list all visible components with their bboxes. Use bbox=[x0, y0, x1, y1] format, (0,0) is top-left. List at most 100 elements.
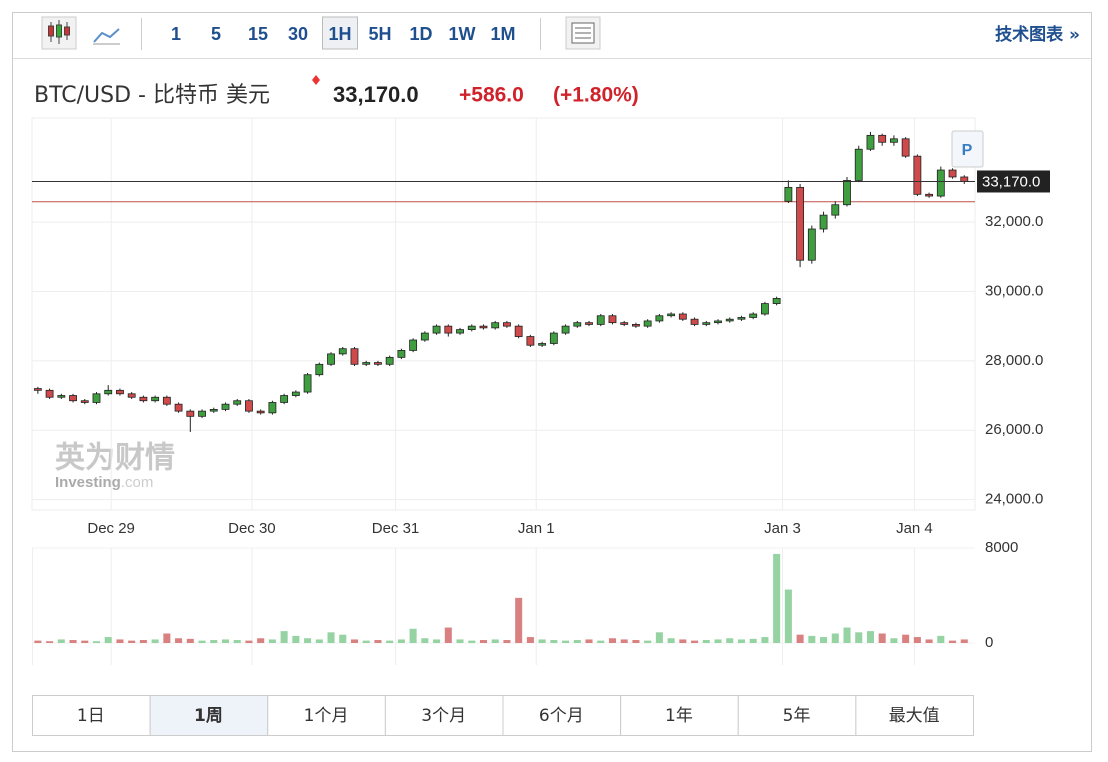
volume-bar bbox=[491, 639, 499, 643]
candle-body bbox=[315, 363, 324, 376]
candle-body bbox=[397, 350, 406, 358]
interval-button[interactable]: 1H bbox=[328, 24, 351, 44]
interval-button[interactable]: 5 bbox=[211, 24, 221, 44]
candle-body bbox=[33, 388, 42, 391]
volume-bar bbox=[210, 640, 218, 643]
candle-body bbox=[233, 400, 242, 405]
interval-button[interactable]: 30 bbox=[288, 24, 308, 44]
candle-body bbox=[819, 214, 828, 230]
range-tab-label[interactable]: 5年 bbox=[783, 706, 811, 726]
candle-body bbox=[585, 322, 593, 325]
candle-body bbox=[620, 322, 629, 325]
line-icon[interactable] bbox=[93, 28, 120, 45]
candle-body bbox=[725, 318, 734, 322]
volume-bar bbox=[350, 639, 359, 643]
candle-body bbox=[549, 332, 558, 344]
pin-label[interactable]: P bbox=[962, 142, 973, 159]
interval-button[interactable]: 5H bbox=[368, 24, 391, 44]
volume-bar bbox=[292, 635, 300, 643]
range-tab[interactable] bbox=[855, 695, 974, 736]
volume-bar bbox=[620, 639, 628, 643]
range-tab[interactable] bbox=[267, 695, 386, 736]
candle-body bbox=[245, 400, 253, 412]
range-tab-label[interactable]: 1周 bbox=[194, 706, 223, 726]
last-price-label: 33,170.0 bbox=[982, 173, 1040, 190]
candle-body bbox=[831, 204, 840, 216]
volume-bar bbox=[538, 639, 546, 643]
range-tab-label[interactable]: 1个月 bbox=[304, 706, 349, 726]
range-tab-label[interactable]: 1日 bbox=[77, 706, 105, 726]
range-tab-label[interactable]: 6个月 bbox=[539, 706, 584, 726]
candle-body bbox=[843, 180, 851, 206]
range-tab-label[interactable]: 最大值 bbox=[889, 706, 940, 726]
volume-bar bbox=[374, 640, 382, 643]
candle-icon[interactable] bbox=[41, 16, 77, 50]
symbol: BTC/USD - 比特币 美元 bbox=[34, 83, 270, 108]
volume-bar bbox=[304, 638, 312, 643]
interval-button[interactable]: 15 bbox=[248, 24, 268, 44]
range-tab[interactable] bbox=[32, 695, 151, 736]
candle-body bbox=[491, 322, 500, 329]
candle-body bbox=[608, 315, 617, 324]
watermark-site: Investing.com bbox=[55, 474, 153, 491]
range-tab-label[interactable]: 3个月 bbox=[421, 706, 466, 726]
volume-bar bbox=[81, 640, 89, 643]
candle-body bbox=[420, 332, 429, 341]
volume-bar bbox=[175, 638, 183, 643]
candle-body bbox=[467, 325, 476, 331]
candle-body bbox=[690, 318, 699, 325]
candle-body bbox=[796, 186, 805, 261]
selected-interval bbox=[322, 16, 358, 50]
interval-button[interactable]: 1D bbox=[409, 24, 432, 44]
candle-body bbox=[385, 356, 394, 365]
candle-body bbox=[948, 169, 957, 178]
volume-bar bbox=[691, 640, 699, 643]
alert-icon bbox=[312, 75, 320, 85]
interval-button[interactable]: 1M bbox=[490, 24, 515, 44]
candle-body bbox=[901, 138, 910, 157]
volume-bar bbox=[949, 640, 957, 643]
volume-bar bbox=[139, 640, 147, 643]
range-tab-label[interactable]: 1年 bbox=[665, 706, 693, 726]
volume-bar bbox=[34, 640, 42, 643]
candle-body bbox=[479, 325, 488, 329]
volume-bar bbox=[773, 553, 781, 643]
layout-icon[interactable] bbox=[565, 16, 601, 50]
range-tab[interactable] bbox=[149, 695, 269, 736]
y-tick-label: 30,000.0 bbox=[985, 282, 1043, 299]
range-tab[interactable] bbox=[502, 695, 622, 736]
volume-bar bbox=[632, 640, 640, 643]
watermark-brand: 英为财情 bbox=[55, 441, 175, 476]
volume-bar bbox=[479, 640, 487, 643]
candle-body bbox=[268, 402, 277, 414]
x-tick-label: Jan 3 bbox=[764, 520, 801, 537]
candle-body bbox=[456, 329, 464, 334]
candle-body bbox=[409, 339, 418, 351]
candle-body bbox=[889, 138, 898, 143]
interval-button[interactable]: 1 bbox=[171, 24, 181, 44]
range-tab[interactable] bbox=[620, 695, 739, 736]
candle-body bbox=[573, 322, 582, 327]
volume-bar bbox=[327, 632, 335, 643]
volume-bar bbox=[515, 597, 523, 643]
candle-body bbox=[878, 134, 887, 143]
volume-bar bbox=[339, 634, 347, 643]
pin-button[interactable] bbox=[951, 130, 984, 168]
interval-button[interactable]: 1W bbox=[449, 24, 476, 44]
volume-bar bbox=[573, 640, 581, 643]
candle-body bbox=[596, 315, 605, 325]
range-tab[interactable] bbox=[737, 695, 857, 736]
volume-bar bbox=[444, 627, 452, 643]
volume-bar bbox=[221, 639, 230, 643]
volume-bar bbox=[198, 640, 206, 643]
candle-body bbox=[737, 317, 746, 320]
volume-bar bbox=[878, 633, 886, 643]
candle-body bbox=[69, 395, 77, 402]
candle-body bbox=[350, 348, 359, 365]
volume-bar bbox=[526, 637, 534, 643]
volume-bar bbox=[257, 638, 265, 643]
tech-chart-link[interactable]: 技术图表 » bbox=[995, 24, 1080, 45]
volume-bar bbox=[503, 640, 511, 643]
y-tick-label: 24,000.0 bbox=[985, 491, 1043, 508]
candle-body bbox=[772, 297, 781, 304]
